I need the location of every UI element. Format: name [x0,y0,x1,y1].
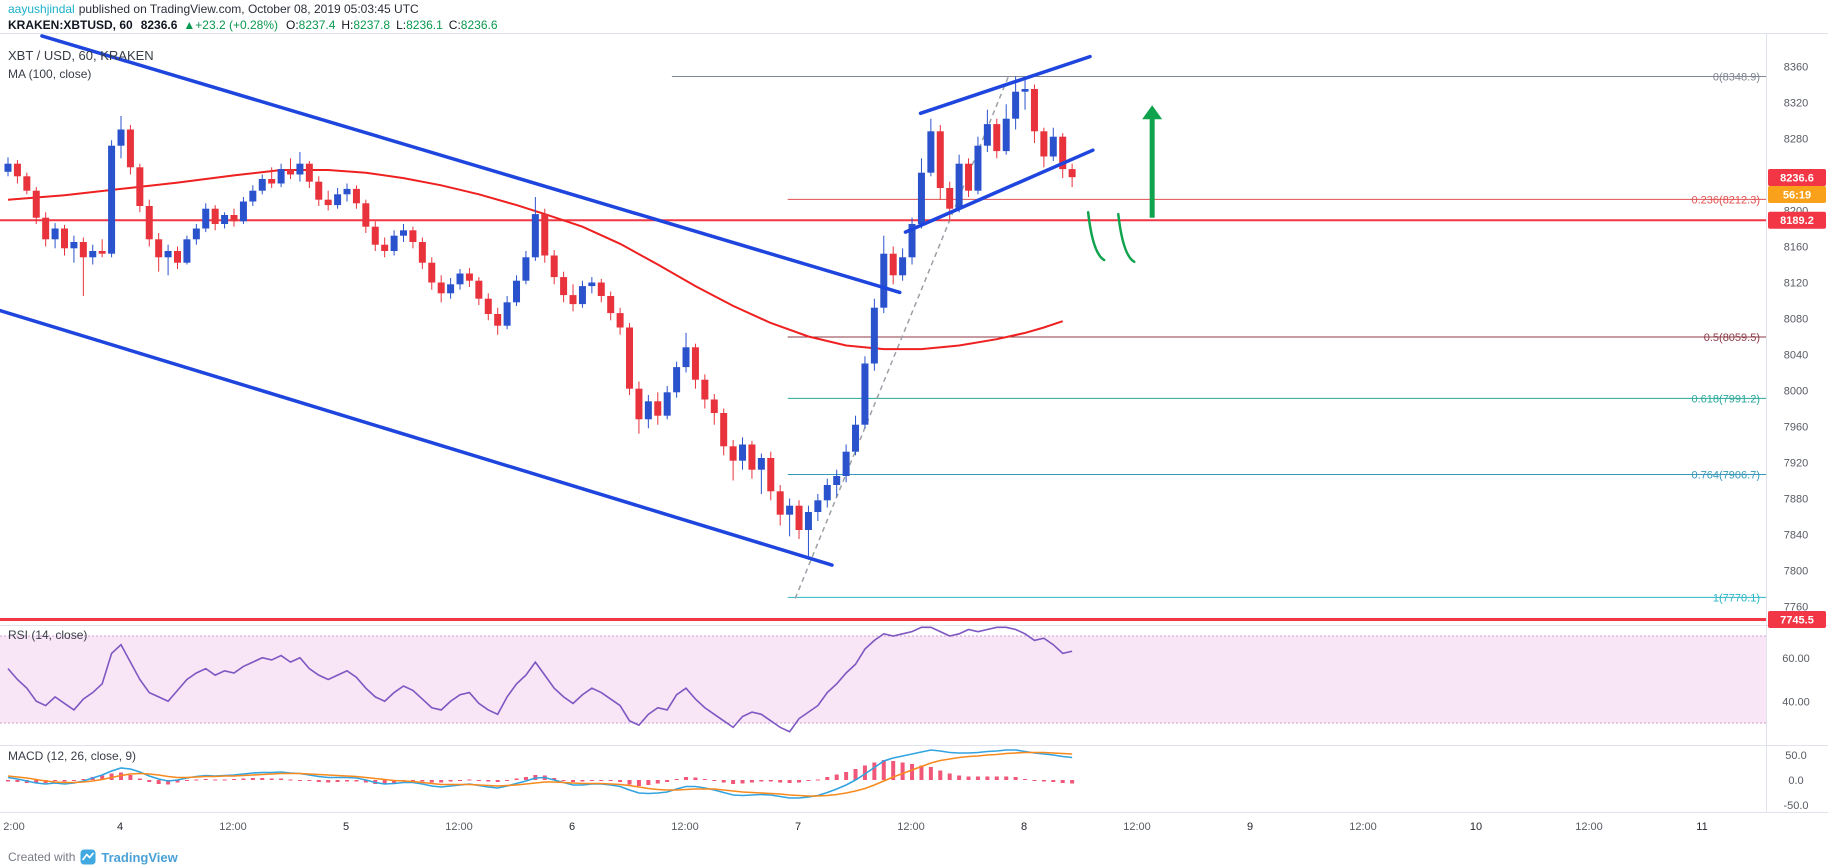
svg-text:12:00: 12:00 [219,821,247,833]
publish-text: published on TradingView.com, October 08… [78,2,419,16]
svg-text:7880: 7880 [1784,494,1808,506]
time-scale[interactable]: 2:00 4 12:00 5 12:00 6 12:00 7 12:00 8 12:00 9 12:00… [3,821,1707,833]
svg-text:7800: 7800 [1784,566,1808,578]
ma-line [7,169,1064,351]
symbol-info-segment: 8236.6 [140,18,178,32]
pane-separators [0,33,1828,813]
svg-text:0.5(8059.5): 0.5(8059.5) [1704,332,1760,344]
svg-text:12:00: 12:00 [1575,821,1603,833]
svg-text:0.236(8212.3): 0.236(8212.3) [1692,194,1761,206]
footer: Created with TradingView [0,846,1828,868]
dashed-trendline [794,77,1009,599]
svg-text:-50.0: -50.0 [1783,800,1808,812]
svg-text:8000: 8000 [1784,386,1808,398]
macd-legend: MACD (12, 26, close, 9) [8,749,136,763]
svg-text:7840: 7840 [1784,530,1808,542]
svg-text:4: 4 [117,821,123,833]
tradingview-logo-text[interactable]: TradingView [101,849,178,865]
symbol-info-segment: 8237.4 [298,18,336,32]
symbol-info-segment: C: [448,18,461,32]
author-link[interactable]: aayushjindal [8,2,75,16]
candles-layer [4,76,1076,560]
axis-badge [1768,611,1826,629]
ma-legend: MA (100, close) [8,67,91,81]
svg-text:40.00: 40.00 [1782,696,1810,708]
svg-text:8040: 8040 [1784,350,1808,362]
svg-text:8160: 8160 [1784,242,1808,254]
svg-text:7: 7 [795,821,801,833]
publish-info: aayushjindal published on TradingView.com… [8,2,1828,17]
header: aayushjindal published on TradingView.com… [0,0,1828,33]
svg-text:6: 6 [569,821,575,833]
svg-text:8280: 8280 [1784,134,1808,146]
svg-text:50.0: 50.0 [1785,750,1806,762]
svg-text:0.0: 0.0 [1788,775,1803,787]
svg-text:8080: 8080 [1784,314,1808,326]
svg-text:12:00: 12:00 [445,821,473,833]
fib-retracement-lines [671,75,1766,598]
svg-text:56:19: 56:19 [1783,189,1811,201]
svg-text:0.764(7906.7): 0.764(7906.7) [1692,469,1761,481]
axis-badge [1768,169,1826,187]
symbol-info-segment: ▲+23.2 (+0.28%) [183,18,278,32]
pane-legends: XBT / USD, 60, KRAKEN MA (100, close) RS… [8,48,154,763]
svg-text:12:00: 12:00 [1123,821,1151,833]
svg-text:8320: 8320 [1784,98,1808,110]
svg-text:9: 9 [1247,821,1253,833]
svg-text:8120: 8120 [1784,278,1808,290]
trendlines-layer [0,34,1095,567]
symbol-info-segment: H: [341,18,354,32]
svg-text:0(8348.9): 0(8348.9) [1713,71,1760,83]
support-resistance-lines [0,219,1766,622]
macd-layer [6,749,1075,799]
symbol-info-segment: KRAKEN:XBTUSD, 60 [8,18,133,32]
rsi-legend: RSI (14, close) [8,628,87,642]
symbol-info-segment: 8236.1 [406,18,443,32]
rsi-band [0,635,1766,724]
svg-text:12:00: 12:00 [671,821,699,833]
main-pane-legend: XBT / USD, 60, KRAKEN [8,48,154,63]
svg-text:7920: 7920 [1784,458,1808,470]
svg-text:7960: 7960 [1784,422,1808,434]
symbol-info-segment: L: [396,18,407,32]
svg-text:1(7770.1): 1(7770.1) [1713,592,1760,604]
symbol-info-bar: KRAKEN:XBTUSD, 60 8236.6 ▲+23.2 (+0.28%) O:… [8,17,1828,33]
symbol-info-segment: O: [286,18,299,32]
green-arrow-annotation [1086,105,1163,264]
tradingview-logo-icon [80,849,96,865]
chart-canvas[interactable]: 8360832082808240820081608120808080408000… [0,33,1828,846]
symbol-info-segment: 8236.6 [460,18,498,32]
svg-text:60.00: 60.00 [1782,653,1810,665]
svg-text:12:00: 12:00 [1349,821,1377,833]
symbol-info-segment: 8237.8 [353,18,391,32]
svg-text:8: 8 [1021,821,1027,833]
svg-text:10: 10 [1470,821,1482,833]
svg-text:12:00: 12:00 [897,821,925,833]
axis-badge [1768,211,1826,229]
created-with-text: Created with [8,850,76,864]
rsi-line [7,626,1073,733]
svg-text:8189.2: 8189.2 [1780,215,1814,227]
svg-text:11: 11 [1696,821,1707,833]
svg-text:7745.5: 7745.5 [1780,615,1814,627]
axis-badge [1768,185,1826,203]
svg-text:7760: 7760 [1784,602,1808,614]
svg-text:8236.6: 8236.6 [1780,173,1814,185]
axis-badges: 8236.6 56:19 8189.2 7745.5 [1768,169,1826,629]
svg-text:5: 5 [343,821,349,833]
svg-text:2:00: 2:00 [3,821,24,833]
svg-text:8360: 8360 [1784,62,1808,74]
svg-text:0.618(7991.2): 0.618(7991.2) [1692,393,1761,405]
